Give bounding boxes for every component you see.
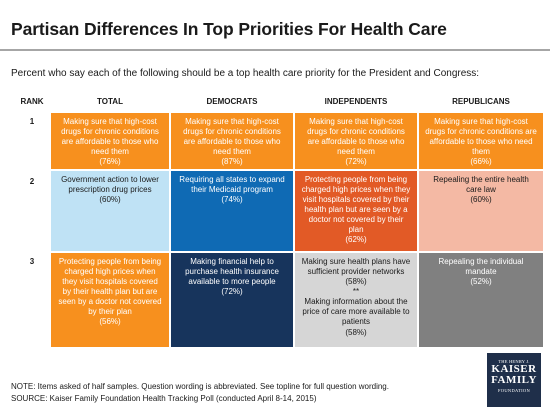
table-cell: Making sure health plans have sufficient… — [294, 252, 418, 348]
logo-line: FOUNDATION — [498, 388, 530, 393]
logo-line: FAMILY — [491, 374, 537, 386]
logo-line: KAISER — [491, 363, 537, 375]
chart-subtitle: Percent who say each of the following sh… — [11, 68, 480, 79]
cell-percent: (66%) — [470, 157, 492, 167]
cell-text: Making sure that high-cost drugs for chr… — [183, 117, 281, 157]
cell-text: Making sure that high-cost drugs for chr… — [425, 117, 537, 157]
column-header-independents: INDEPENDENTS — [324, 97, 388, 106]
cell-percent: (60%) — [470, 195, 492, 205]
cell-text: Making financial help to purchase health… — [185, 257, 279, 287]
title-divider — [0, 49, 550, 51]
cell-text: Making sure that high-cost drugs for chr… — [307, 117, 405, 157]
cell-text: Protecting people from being charged hig… — [58, 257, 162, 317]
cell-percent: (87%) — [221, 157, 243, 167]
cell-percent: (74%) — [221, 195, 243, 205]
kff-logo: THE HENRY J. KAISER FAMILY FOUNDATION — [487, 353, 541, 407]
cell-percent: (76%) — [99, 157, 121, 167]
cell-text: Making sure health plans have sufficient… — [301, 257, 411, 287]
table-cell: Making sure that high-cost drugs for chr… — [294, 112, 418, 170]
cell-text: Protecting people from being charged hig… — [301, 175, 411, 235]
source-note: SOURCE: Kaiser Family Foundation Health … — [11, 394, 317, 403]
table-cell: Protecting people from being charged hig… — [294, 170, 418, 252]
cell-text: Requiring all states to expand their Med… — [179, 175, 285, 195]
table-cell: Making sure that high-cost drugs for chr… — [170, 112, 294, 170]
table-cell: Protecting people from being charged hig… — [50, 252, 170, 348]
column-header-total: TOTAL — [97, 97, 123, 106]
table-cell: Repealing the entire health care law (60… — [418, 170, 544, 252]
cell-percent: (62%) — [345, 235, 367, 245]
table-cell: Requiring all states to expand their Med… — [170, 170, 294, 252]
table-cell: Making sure that high-cost drugs for chr… — [418, 112, 544, 170]
table-cell: Government action to lower prescription … — [50, 170, 170, 252]
cell-percent: (72%) — [221, 287, 243, 297]
cell-percent: (56%) — [99, 317, 121, 327]
cell-percent: (52%) — [470, 277, 492, 287]
table-cell: Making financial help to purchase health… — [170, 252, 294, 348]
cell-percent: (60%) — [99, 195, 121, 205]
cell-text: Repealing the individual mandate — [438, 257, 524, 277]
rank-number: 2 — [29, 177, 35, 186]
cell-separator: ** — [352, 287, 360, 297]
column-header-democrats: DEMOCRATS — [206, 97, 258, 106]
column-header-republicans: REPUBLICANS — [452, 97, 510, 106]
logo-line: THE HENRY J. — [498, 359, 530, 364]
rank-number: 3 — [29, 257, 35, 266]
table-cell: Making sure that high-cost drugs for chr… — [50, 112, 170, 170]
cell-text: Government action to lower prescription … — [61, 175, 159, 195]
footnote: NOTE: Items asked of half samples. Quest… — [11, 382, 389, 391]
table-cell: Repealing the individual mandate (52%) — [418, 252, 544, 348]
chart-title: Partisan Differences In Top Priorities F… — [11, 19, 447, 39]
cell-text-secondary: Making information about the price of ca… — [302, 297, 410, 327]
cell-text: Repealing the entire health care law — [433, 175, 529, 195]
cell-text: Making sure that high-cost drugs for chr… — [61, 117, 159, 157]
rank-number: 1 — [29, 117, 35, 126]
cell-percent-secondary: (58%) — [345, 327, 367, 337]
column-header-rank: RANK — [20, 97, 44, 106]
cell-percent: (72%) — [345, 157, 367, 167]
